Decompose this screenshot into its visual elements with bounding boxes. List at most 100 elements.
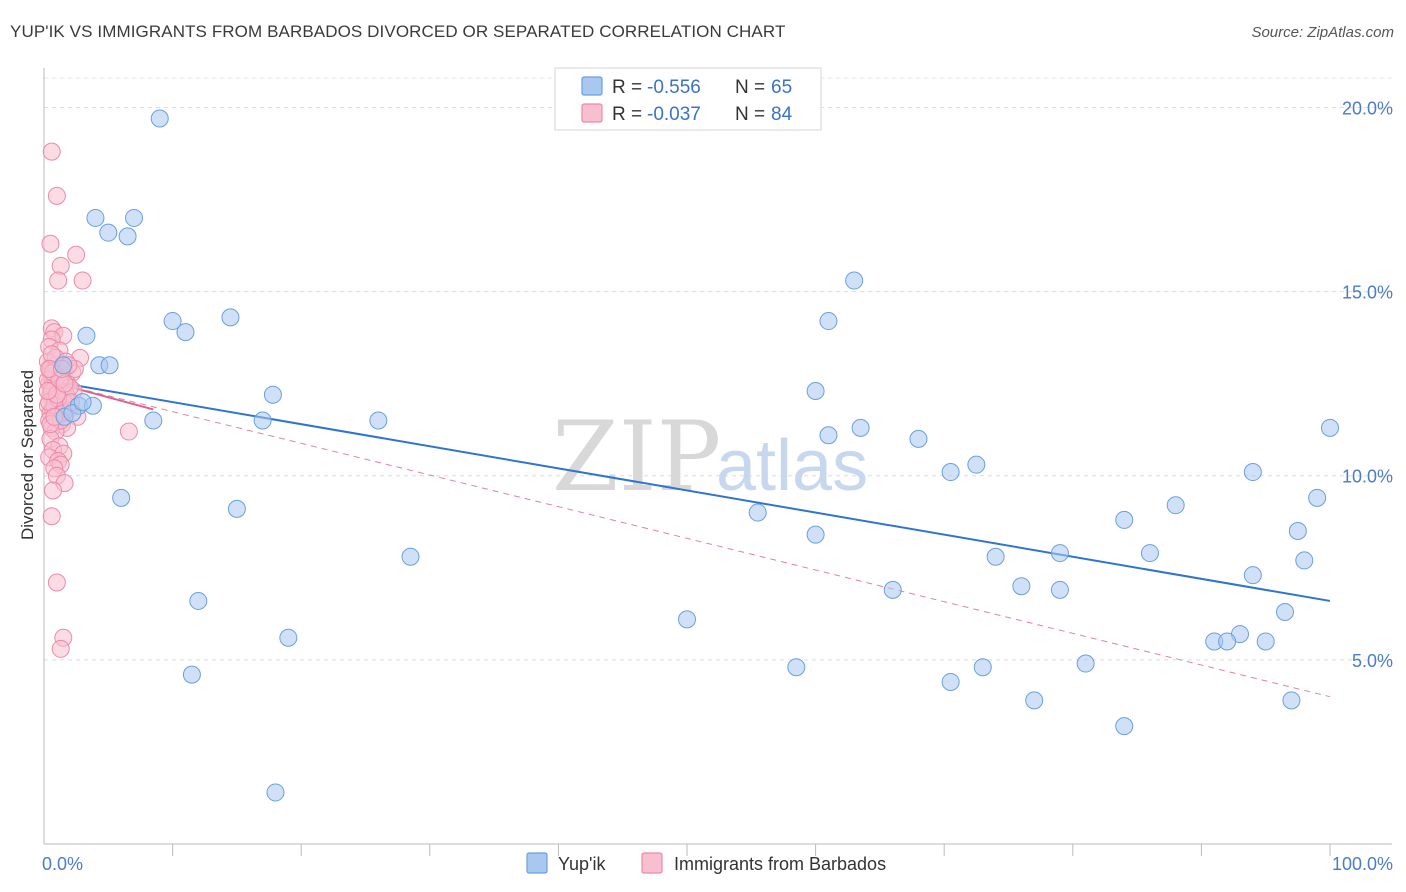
point-barbados-53 [42, 507, 61, 526]
point-barbados-56 [51, 639, 70, 658]
point-yupik-21 [279, 628, 298, 647]
x-tick-label-0: 0.0% [42, 854, 83, 874]
point-yupik-38 [1050, 580, 1069, 599]
point-barbados-4 [51, 256, 70, 275]
watermark-atlas: atlas [716, 426, 868, 506]
point-yupik-7 [176, 323, 195, 342]
point-barbados-40 [119, 422, 138, 441]
legend-swatch-yupik [581, 76, 603, 96]
y-tick-label-3: 20.0% [1342, 98, 1393, 118]
point-yupik-27 [819, 426, 838, 445]
point-yupik-60 [1282, 691, 1301, 710]
chart-title: YUP'IK VS IMMIGRANTS FROM BARBADOS DIVOR… [10, 22, 786, 41]
point-yupik-64 [73, 393, 92, 412]
source-label: Source: ZipAtlas.com [1251, 24, 1394, 41]
point-yupik-41 [1166, 496, 1185, 515]
point-yupik-62 [63, 404, 82, 423]
watermark-zip: ZIP [552, 401, 721, 513]
point-yupik-24 [845, 271, 864, 290]
point-yupik-3 [99, 223, 118, 242]
trend-line-extended-1 [43, 379, 1331, 698]
point-yupik-19 [401, 547, 420, 566]
point-barbados-2 [41, 234, 60, 253]
point-yupik-44 [1308, 488, 1327, 507]
point-yupik-14 [144, 411, 163, 430]
point-yupik-1 [86, 208, 105, 227]
legend-r-label-1: R = [612, 77, 642, 98]
point-yupik-0 [150, 109, 169, 128]
point-yupik-17 [112, 488, 131, 507]
watermark: ZIP atlas [552, 401, 868, 513]
point-yupik-54 [787, 658, 806, 677]
point-barbados-3 [67, 245, 86, 264]
point-yupik-36 [883, 580, 902, 599]
bottom-legend-swatch-barbados [641, 852, 663, 874]
grid-lines [44, 77, 1392, 661]
y-tick-label-2: 15.0% [1342, 283, 1393, 303]
bottom-legend-label-barbados: Immigrants from Barbados [674, 854, 886, 874]
point-yupik-8 [221, 308, 240, 327]
y-tick-label-0: 5.0% [1352, 651, 1393, 671]
point-yupik-51 [1218, 632, 1237, 651]
point-barbados-82 [38, 382, 57, 401]
point-yupik-31 [967, 455, 986, 474]
point-yupik-2 [125, 208, 144, 227]
x-tick-label-1: 100.0% [1332, 854, 1393, 874]
point-yupik-55 [941, 672, 960, 691]
point-yupik-58 [1025, 691, 1044, 710]
point-yupik-25 [819, 312, 838, 331]
point-yupik-15 [253, 411, 272, 430]
point-yupik-35 [1050, 544, 1069, 563]
bottom-legend-label-yupik: Yup'ik [558, 854, 606, 874]
point-yupik-10 [100, 356, 119, 375]
point-yupik-18 [227, 499, 246, 518]
point-yupik-42 [1243, 463, 1262, 482]
point-yupik-59 [1115, 717, 1134, 736]
point-yupik-43 [1288, 521, 1307, 540]
point-yupik-45 [1321, 418, 1339, 437]
point-yupik-23 [266, 783, 285, 802]
legend-n-value-2: 84 [771, 104, 793, 125]
point-yupik-48 [1275, 602, 1294, 621]
point-barbados-80 [55, 374, 74, 393]
tick-labels: 5.0% 10.0% 15.0% 20.0% 0.0% 100.0% [42, 98, 1393, 874]
point-barbados-5 [49, 271, 68, 290]
point-yupik-39 [1115, 510, 1134, 529]
bottom-legend-swatch-yupik [526, 852, 548, 874]
point-yupik-53 [678, 610, 696, 629]
point-yupik-28 [851, 418, 870, 437]
point-yupik-57 [1076, 654, 1095, 673]
point-barbados-0 [42, 142, 61, 161]
legend-r-value-2: -0.037 [647, 104, 701, 125]
legend-swatch-barbados [581, 103, 603, 123]
point-yupik-20 [189, 591, 208, 610]
point-yupik-34 [986, 547, 1005, 566]
points-yupik [54, 109, 1339, 802]
legend-box: R = -0.556 N = 65 R = -0.037 N = 84 [554, 67, 822, 131]
y-tick-label-1: 10.0% [1342, 467, 1393, 487]
point-barbados-1 [47, 186, 66, 205]
point-yupik-52 [1256, 632, 1275, 651]
point-yupik-47 [1243, 566, 1262, 585]
legend-n-label-1: N = [735, 77, 765, 98]
point-yupik-16 [369, 411, 388, 430]
point-yupik-26 [806, 382, 825, 401]
legend-n-value-1: 65 [771, 77, 792, 98]
point-barbados-52 [44, 481, 63, 500]
point-yupik-63 [54, 356, 73, 375]
legend-n-label-2: N = [735, 104, 765, 125]
point-yupik-22 [182, 665, 201, 684]
legend-r-label-2: R = [612, 104, 642, 125]
point-yupik-30 [941, 463, 960, 482]
point-yupik-40 [1140, 544, 1159, 563]
legend-r-value-1: -0.556 [647, 77, 701, 98]
point-yupik-32 [748, 503, 767, 522]
bottom-legend: Yup'ik Immigrants from Barbados [526, 852, 886, 874]
point-yupik-6 [77, 326, 96, 345]
point-yupik-5 [163, 312, 182, 331]
point-yupik-33 [806, 525, 825, 544]
point-yupik-29 [909, 429, 928, 448]
point-yupik-46 [1295, 551, 1314, 570]
point-yupik-4 [118, 227, 137, 246]
